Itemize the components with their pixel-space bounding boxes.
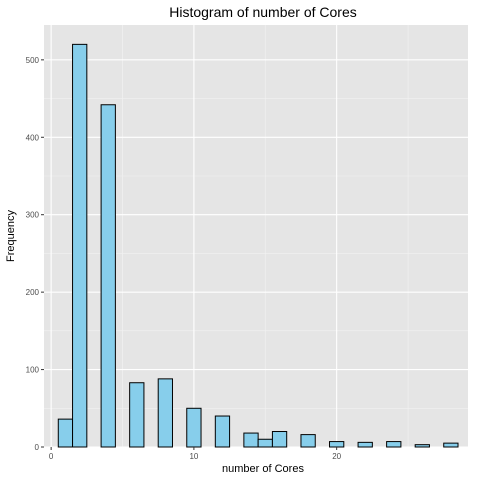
histogram-bar (215, 416, 229, 447)
histogram-bar (258, 439, 272, 447)
histogram-bar (301, 435, 315, 447)
histogram-bar (244, 433, 258, 447)
histogram-bar (415, 445, 429, 447)
y-tick-label: 200 (26, 288, 40, 297)
histogram-bar (387, 442, 401, 447)
x-axis: 0 10 20 (49, 447, 342, 461)
histogram-bar (330, 442, 344, 447)
x-tick-label: 20 (332, 452, 341, 461)
chart-title: Histogram of number of Cores (169, 4, 357, 20)
histogram-bar (444, 443, 458, 447)
y-axis-title: Frequency (5, 210, 17, 262)
x-tick-label: 10 (189, 452, 198, 461)
y-tick-label: 100 (26, 366, 40, 375)
histogram-bar (272, 432, 286, 447)
x-tick-label: 0 (49, 452, 54, 461)
y-tick-label: 0 (35, 443, 40, 452)
y-axis: 0 100 200 300 400 500 (26, 56, 44, 452)
x-axis-title: number of Cores (222, 463, 304, 475)
histogram-bar (130, 383, 144, 447)
y-tick-label: 300 (26, 211, 40, 220)
histogram-bar (187, 408, 201, 447)
histogram-bar (101, 105, 115, 447)
histogram-bar (58, 419, 72, 447)
y-tick-label: 400 (26, 133, 40, 142)
histogram-bar (158, 379, 172, 447)
histogram-bar (358, 442, 372, 447)
histogram-bar (73, 44, 87, 447)
y-tick-label: 500 (26, 56, 40, 65)
